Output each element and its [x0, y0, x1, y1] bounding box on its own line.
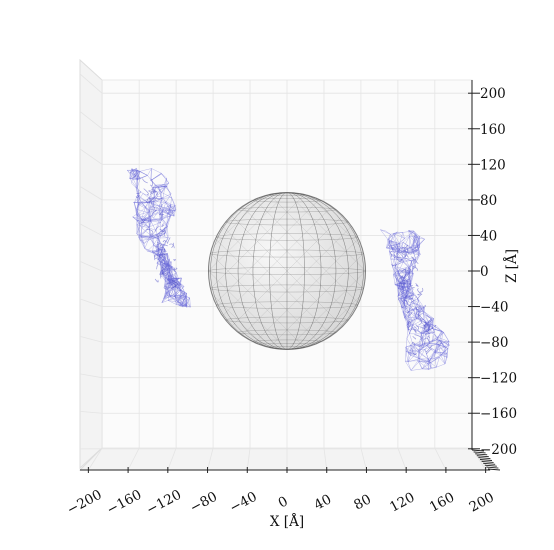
mesh-cluster [380, 229, 450, 371]
z-grid-line-side [79, 73, 103, 94]
grid-lines [79, 73, 486, 471]
mesh-core [135, 178, 184, 294]
z-tick-label: 40 [480, 228, 497, 244]
z-tick-label: −40 [480, 300, 509, 316]
x-tick-label: −160 [104, 487, 144, 519]
x-tick-label: −200 [64, 487, 104, 519]
z-tick-label: 200 [480, 86, 506, 102]
z-grid-line-side [79, 261, 103, 272]
x-grid-line-floor [167, 447, 177, 471]
z-grid-line-side [79, 223, 103, 236]
y-stub-tick [484, 464, 497, 467]
z-grid-line-side [79, 111, 103, 130]
sphere-meridian [237, 192, 337, 350]
y-stub-tick [473, 451, 486, 454]
x-grid-line-floor [207, 447, 214, 471]
floor-pane [78, 447, 492, 471]
x-tick-label: 160 [427, 489, 457, 515]
mesh-cluster [127, 168, 191, 308]
sphere-meridian [269, 192, 305, 350]
z-tick-label: −200 [480, 442, 517, 458]
x-tick-label: 40 [312, 491, 335, 513]
sphere-facet [208, 192, 268, 350]
sphere-facet [208, 192, 268, 350]
y-stub-tick [481, 460, 494, 463]
z-grid-line-side [79, 373, 103, 379]
x-axis-ticks: −200 −160 −120 −80 −40 0 40 80 120 160 200 [64, 467, 497, 518]
z-tick-label: −160 [480, 406, 517, 422]
sphere-facet [286, 192, 366, 350]
z-axis-label: Z [Å] [504, 249, 520, 283]
mesh-core [390, 244, 434, 355]
x-grid-line-floor [360, 447, 367, 471]
x-grid-line-floor [323, 447, 328, 471]
x-tick-label: −120 [144, 487, 184, 519]
z-grid-line-side [79, 335, 103, 343]
y-stub-tick [476, 455, 489, 458]
sphere-facet [267, 192, 366, 350]
z-grid-line-side [79, 298, 103, 307]
sphere-facet [208, 192, 307, 350]
central-sphere [207, 191, 367, 351]
x-tick-label: −80 [187, 489, 220, 517]
sphere-facet [208, 192, 327, 350]
sphere-facet [208, 192, 307, 350]
y-stub-tick [475, 453, 488, 456]
x-tick-label: 0 [276, 493, 291, 511]
z-grid-line-side [79, 410, 103, 414]
x-axis-label: X [Å] [270, 514, 304, 530]
sphere-latitude [208, 267, 366, 275]
y-stub-tick [483, 462, 496, 465]
x-grid-line-floor [434, 447, 447, 471]
sphere-facet [247, 192, 366, 350]
x-grid-line-floor [127, 447, 140, 471]
sphere-facet [306, 192, 366, 350]
sphere-facet [208, 192, 366, 350]
z-tick-label: −80 [480, 335, 509, 351]
z-grid-line-side [79, 186, 103, 201]
z-grid-line-side [79, 148, 103, 165]
sphere-facet [286, 192, 366, 350]
sphere-facet [208, 192, 366, 350]
sphere-meridian [210, 192, 364, 350]
x-tick-label: −40 [227, 489, 260, 517]
z-tick-label: 80 [480, 193, 497, 209]
z-tick-label: 0 [480, 264, 489, 280]
x-tick-label: 80 [351, 491, 374, 513]
y-stub-tick [486, 466, 499, 469]
mesh-clusters [127, 168, 450, 371]
z-tick-label: 120 [480, 157, 506, 173]
z-axis-ticks: 200 160 120 80 40 0 −40 −80 −120 −160 −200 [468, 86, 517, 458]
sphere-facet [306, 192, 366, 350]
y-stub-tick [478, 457, 491, 460]
z-tick-label: −120 [480, 371, 517, 387]
sphere-facet [267, 192, 366, 350]
x-tick-label: 200 [467, 489, 497, 515]
sphere-meridian [216, 192, 358, 350]
x-grid-line-floor [397, 447, 407, 471]
x-grid-line-floor [246, 447, 251, 471]
y-stub-tick [479, 459, 493, 461]
y-stub-tick [471, 449, 485, 452]
sphere-meridian [252, 192, 322, 350]
x-tick-label: 120 [387, 489, 417, 515]
y-axis-stub [471, 449, 501, 471]
y-stub-tick [487, 468, 501, 471]
sphere-facet [208, 192, 327, 350]
z-tick-label: 160 [480, 122, 506, 138]
left-pane [79, 58, 103, 470]
x-grid-line-floor [88, 447, 103, 471]
sphere-facet [247, 192, 366, 350]
sphere-meridian [225, 192, 349, 350]
